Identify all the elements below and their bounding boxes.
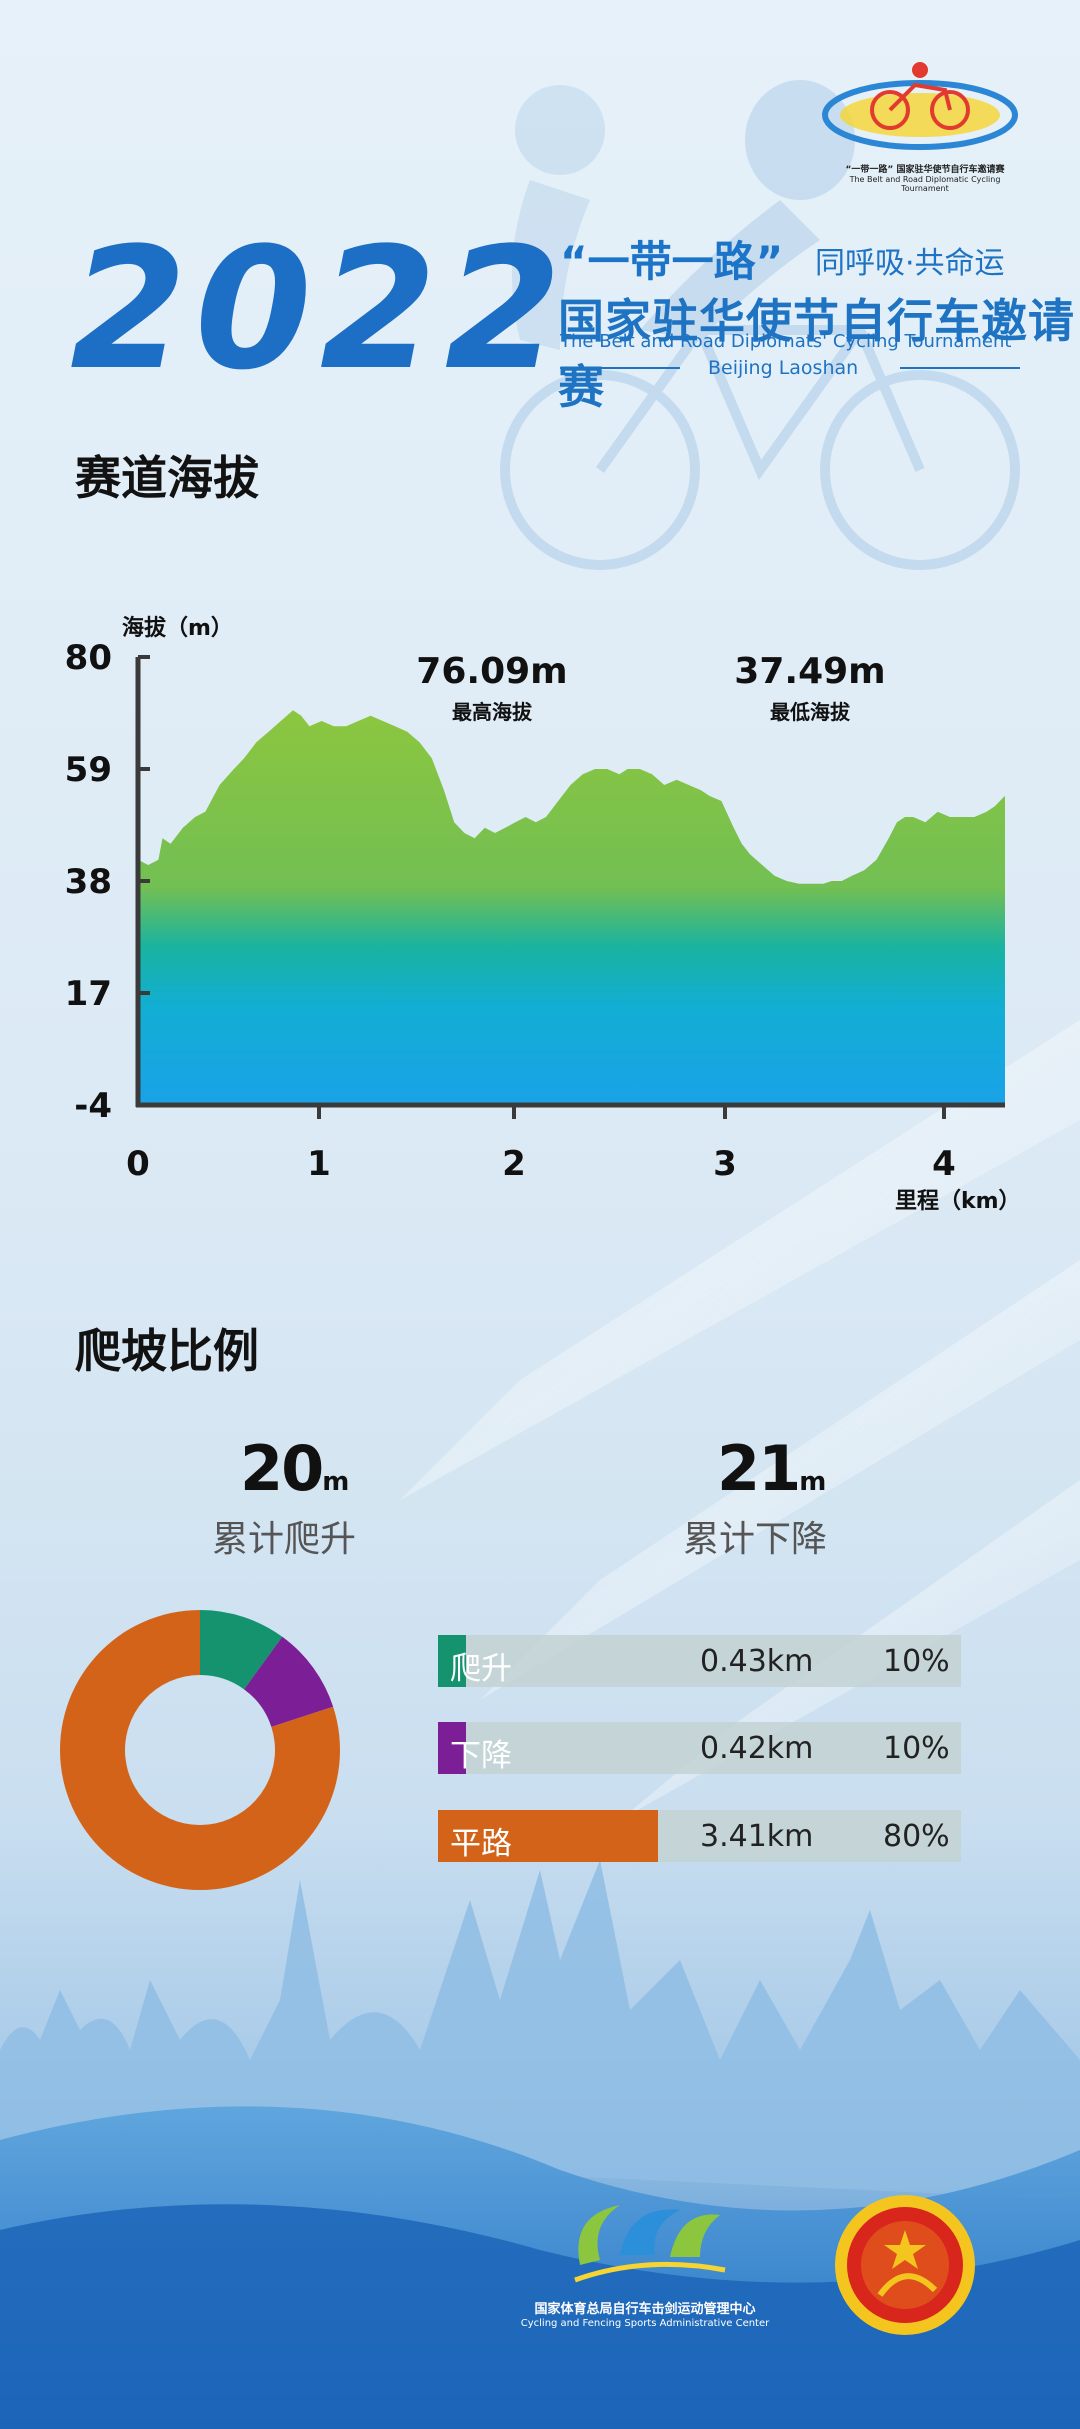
- min-elevation-value: 37.49m: [734, 651, 885, 692]
- y-tick-label: 38: [65, 862, 112, 902]
- climb-value: 20: [240, 1432, 324, 1505]
- org-name-en: Cycling and Fencing Sports Administrativ…: [520, 2318, 770, 2329]
- donut-slice-climb: [200, 1610, 283, 1690]
- climb-stat: 20m: [240, 1432, 349, 1505]
- y-tick-label: 59: [65, 750, 112, 790]
- sub-slogan: 同呼吸·共命运: [815, 246, 1005, 281]
- slope-name-flat: 平路: [450, 1826, 512, 1862]
- cfc-logo-icon: [574, 2205, 726, 2283]
- elevation-chart: 80 59 38 17 -4 0 1 2 3 4 海拔（m） 里程（km） 76.09m 最高海…: [65, 615, 1021, 1214]
- slope-row-descent: 下降 0.42km 10%: [438, 1722, 961, 1774]
- y-tick-label: 80: [65, 638, 112, 678]
- y-tick-label: -4: [74, 1086, 112, 1126]
- min-elevation-label: 最低海拔: [770, 700, 851, 724]
- x-tick-label: 1: [307, 1144, 331, 1184]
- slope-bar-climb: [438, 1635, 466, 1687]
- x-tick-label: 2: [502, 1144, 526, 1184]
- tournament-logo-icon: [822, 62, 1018, 150]
- logo-caption-cn: “一带一路” 国家驻华使节自行车邀请赛: [845, 165, 1005, 175]
- slope-name-climb: 爬升: [450, 1651, 512, 1687]
- slope-distance-climb: 0.43km: [700, 1644, 814, 1679]
- y-tick-label: 17: [65, 974, 112, 1014]
- slope-row-flat: 平路 3.41km 80%: [438, 1810, 961, 1862]
- event-title-cn: 国家驻华使节自行车邀请赛: [558, 294, 1075, 414]
- event-title-en: The Belt and Road Diplomats' Cycling Tou…: [560, 331, 1012, 352]
- x-axis-label: 里程（km）: [895, 1189, 1021, 1214]
- logo-caption-en: The Belt and Road Diplomatic Cycling Tou…: [849, 175, 1001, 193]
- slope-bar-descent: [438, 1722, 466, 1774]
- slope-percent-climb: 10%: [883, 1644, 950, 1679]
- org-name-cn: 国家体育总局自行车击剑运动管理中心: [534, 2302, 756, 2317]
- x-tick-label: 0: [126, 1144, 150, 1184]
- donut-slice-flat: [60, 1610, 341, 1890]
- event-year: 2022: [70, 211, 570, 407]
- slope-distance-descent: 0.42km: [700, 1731, 814, 1766]
- slope-name-descent: 下降: [450, 1738, 512, 1774]
- slope-donut-chart: [60, 1610, 341, 1890]
- city-label: Beijing Laoshan: [708, 357, 859, 379]
- slope-percent-descent: 10%: [883, 1731, 950, 1766]
- climb-unit: m: [322, 1467, 350, 1497]
- max-elevation-value: 76.09m: [416, 651, 567, 692]
- descent-stat: 21m: [717, 1432, 826, 1505]
- elevation-area: [138, 710, 1005, 1105]
- descent-label: 累计下降: [683, 1519, 828, 1560]
- descent-unit: m: [799, 1467, 827, 1497]
- climb-label: 累计爬升: [212, 1519, 357, 1560]
- descent-value: 21: [717, 1432, 801, 1505]
- x-tick-label: 3: [713, 1144, 737, 1184]
- slope-distance-flat: 3.41km: [700, 1819, 814, 1854]
- cycling-association-emblem-icon: [835, 2195, 975, 2335]
- slope-row-climb: 爬升 0.43km 10%: [438, 1635, 961, 1687]
- slope-percent-flat: 80%: [883, 1819, 950, 1854]
- donut-slice-descent: [244, 1636, 334, 1727]
- divider-left: [560, 367, 680, 369]
- climb-section-title: 爬坡比例: [75, 1324, 259, 1378]
- elevation-section-title: 赛道海拔: [75, 451, 259, 505]
- max-elevation-label: 最高海拔: [452, 700, 533, 724]
- x-tick-label: 4: [932, 1144, 956, 1184]
- y-axis-label: 海拔（m）: [122, 615, 233, 641]
- slope-bar-flat: [438, 1810, 658, 1862]
- slogan: “一带一路”: [560, 237, 784, 286]
- divider-right: [900, 367, 1020, 369]
